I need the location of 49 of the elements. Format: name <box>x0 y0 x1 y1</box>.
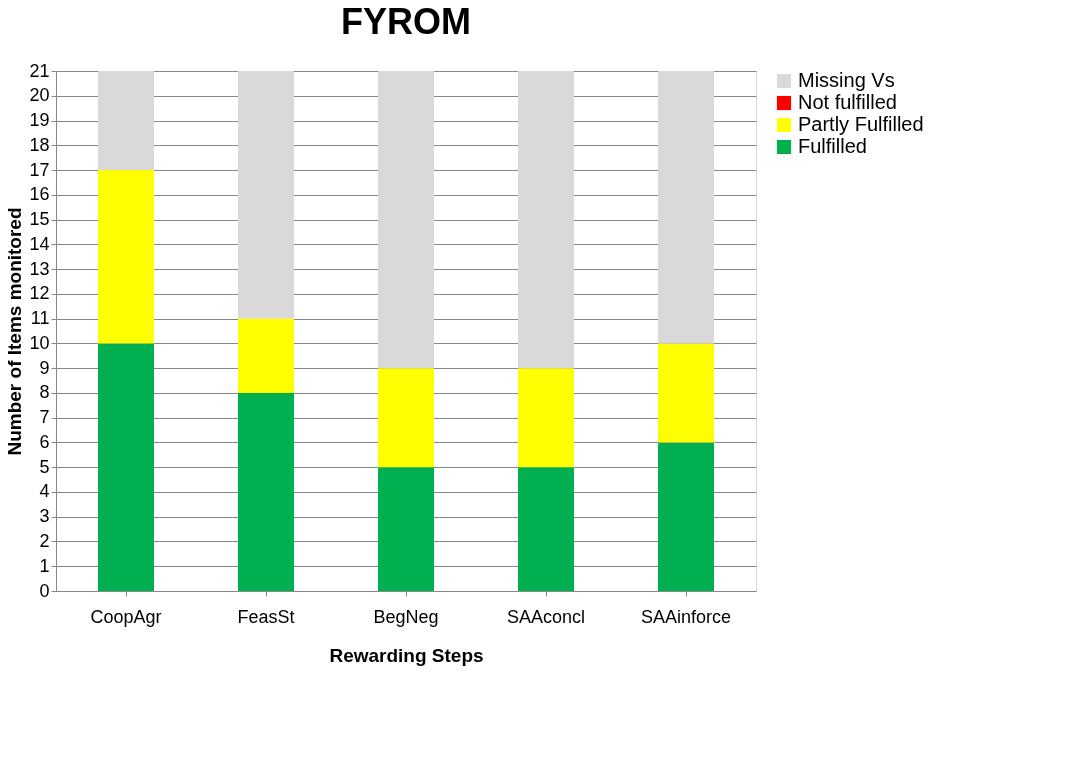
legend-label: Missing Vs <box>798 69 895 91</box>
x-tick-label: BegNeg <box>373 606 439 627</box>
bar <box>518 368 574 468</box>
bar <box>658 442 714 591</box>
bar <box>98 343 154 591</box>
y-tick-label: 3 <box>39 506 50 527</box>
legend-label: Partly Fulfilled <box>798 113 924 135</box>
bar <box>378 467 434 591</box>
bar <box>518 71 574 369</box>
y-tick-label: 20 <box>29 85 50 106</box>
bar <box>378 368 434 468</box>
y-tick-label: 17 <box>29 159 50 180</box>
bar <box>98 170 154 344</box>
x-tick-label: SAAinforce <box>640 606 732 627</box>
y-tick-label: 8 <box>39 382 50 403</box>
y-tick-label: 2 <box>39 530 50 551</box>
chart-title: FYROM <box>341 1 471 42</box>
bar <box>98 71 154 171</box>
y-tick-label: 12 <box>29 283 50 304</box>
y-tick-label: 14 <box>29 233 50 254</box>
y-tick-label: 10 <box>29 332 50 353</box>
x-axis-title: Rewarding Steps <box>329 644 484 666</box>
y-tick-label: 21 <box>29 60 50 81</box>
y-tick-label: 18 <box>29 134 50 155</box>
y-tick-label: 19 <box>29 110 50 131</box>
legend-label: Not fulfilled <box>798 91 897 113</box>
bar <box>518 467 574 591</box>
bar <box>658 343 714 443</box>
bar <box>238 318 294 393</box>
y-tick-label: 5 <box>39 456 50 477</box>
y-axis-title: Number of Items monitored <box>4 207 26 456</box>
y-tick-label: 11 <box>30 308 50 329</box>
y-tick-label: 9 <box>39 357 50 378</box>
y-tick-label: 13 <box>29 258 50 279</box>
y-tick-label: 0 <box>39 580 50 601</box>
y-tick-label: 6 <box>39 431 50 452</box>
y-tick-label: 7 <box>39 407 50 428</box>
bar <box>378 71 434 369</box>
y-tick-label: 15 <box>29 209 50 230</box>
legend-label: Fulfilled <box>798 135 867 157</box>
y-tick-label: 4 <box>39 481 50 502</box>
x-tick-label: FeasSt <box>237 606 295 627</box>
x-tick-label: CoopAgr <box>90 606 162 627</box>
y-tick-label: 1 <box>39 555 50 576</box>
bar <box>238 392 294 591</box>
x-tick-label: SAAconcl <box>506 606 586 627</box>
bar <box>658 71 714 344</box>
y-tick-label: 16 <box>29 184 50 205</box>
bar <box>238 71 294 319</box>
